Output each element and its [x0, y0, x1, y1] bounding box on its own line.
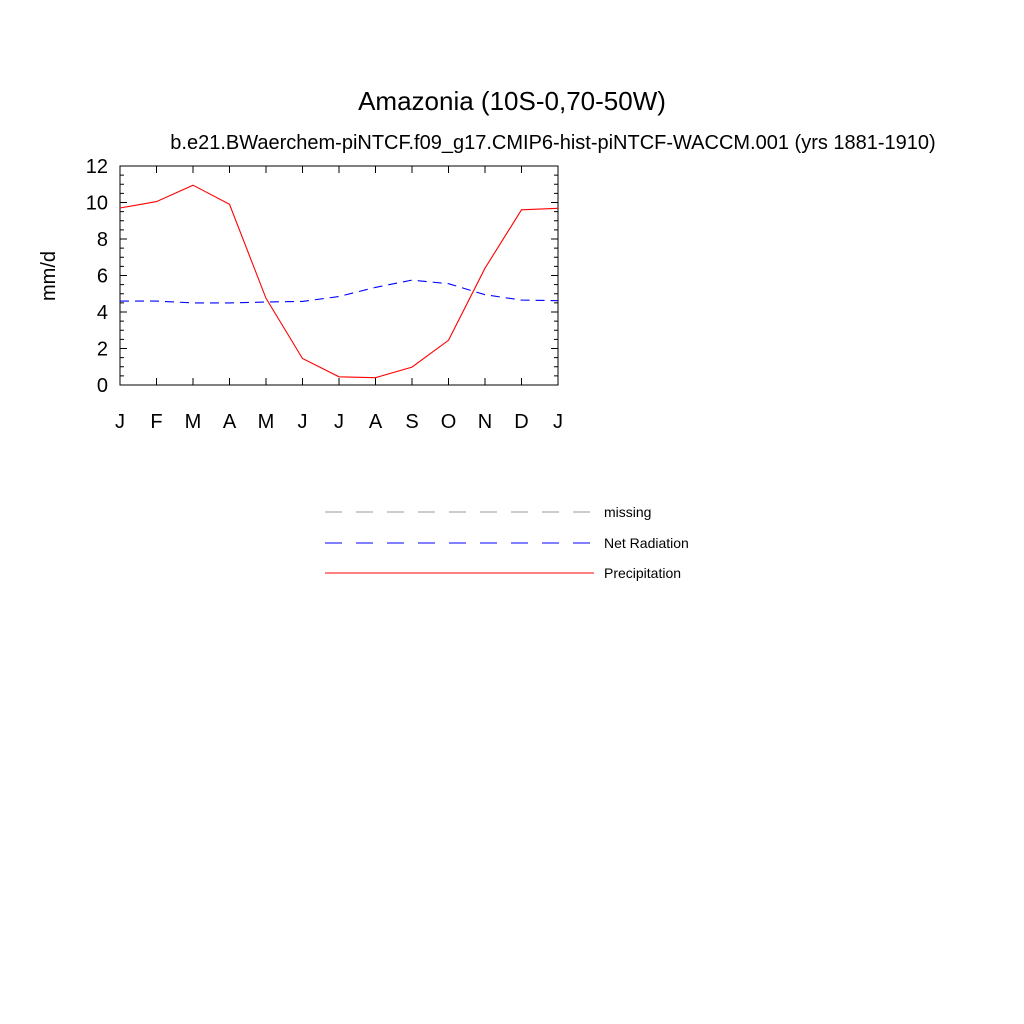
legend-label-precipitation: Precipitation — [604, 565, 681, 581]
x-tick-label: M — [258, 411, 275, 433]
x-tick-label: D — [514, 411, 528, 433]
y-tick-label: 10 — [86, 193, 108, 215]
chart-title: Amazonia (10S-0,70-50W) — [358, 86, 666, 116]
x-tick-label: N — [478, 411, 492, 433]
x-tick-label: J — [553, 411, 563, 433]
series-line-net-radiation — [120, 279, 559, 304]
x-tick-label: J — [334, 411, 344, 433]
y-tick-label: 12 — [86, 156, 108, 178]
y-tick-label: 2 — [97, 339, 108, 361]
plot-frame — [119, 165, 559, 386]
y-tick-label: 0 — [97, 375, 108, 397]
chart-subtitle: b.e21.BWaerchem-piNTCF.f09_g17.CMIP6-his… — [170, 132, 935, 154]
y-tick-label: 4 — [97, 302, 108, 324]
x-tick-label: J — [298, 411, 308, 433]
x-tick-label: M — [185, 411, 202, 433]
legend-label-net-radiation: Net Radiation — [604, 535, 689, 551]
y-axis-label: mm/d — [38, 251, 60, 301]
y-tick-label: 8 — [97, 229, 108, 251]
x-tick-label: O — [441, 411, 457, 433]
series-line-precipitation — [119, 184, 559, 379]
y-tick-label: 6 — [97, 266, 108, 288]
x-tick-label: A — [223, 411, 237, 433]
x-tick-label: J — [115, 411, 125, 433]
legend: missing Net Radiation Precipitation — [325, 504, 689, 581]
x-tick-label: F — [150, 411, 162, 433]
x-tick-label: A — [369, 411, 383, 433]
x-tick-label: S — [405, 411, 418, 433]
legend-label-missing: missing — [604, 504, 651, 520]
